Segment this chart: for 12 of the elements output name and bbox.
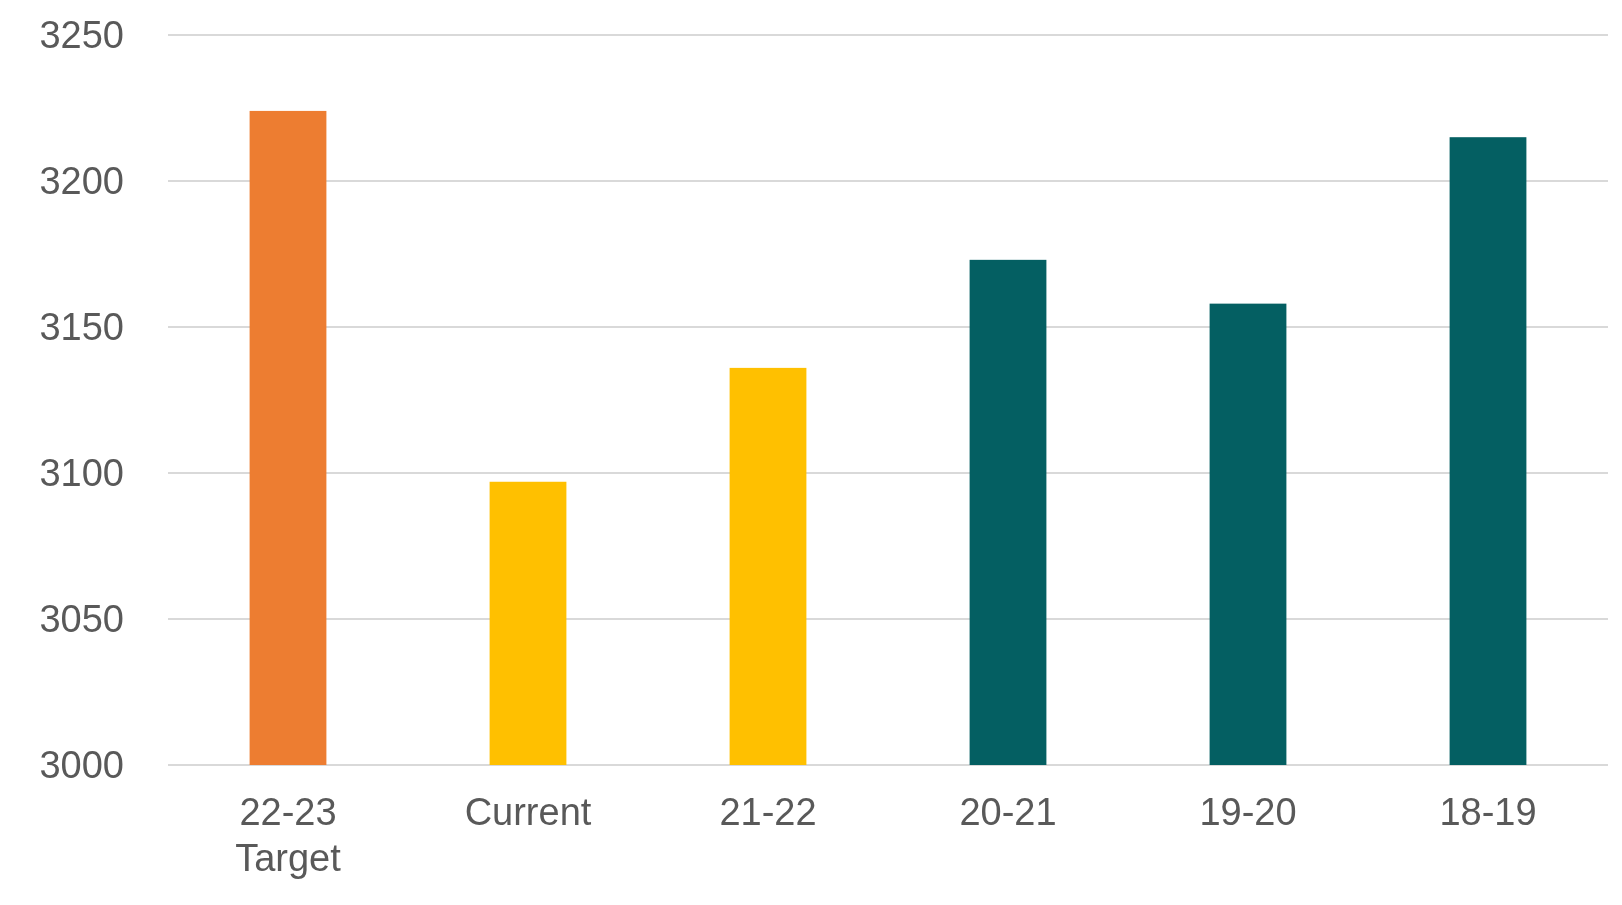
x-tick-label: 21-22 (719, 791, 817, 833)
y-tick-label: 3250 (39, 14, 124, 57)
x-tick-label: 19-20 (1199, 791, 1297, 833)
y-tick-label: 3100 (39, 452, 124, 495)
y-tick-label: 3000 (39, 744, 124, 787)
x-tick-label: 18-19 (1439, 791, 1537, 833)
x-tick-label: 20-21 (959, 791, 1057, 833)
y-tick-label: 3200 (39, 160, 124, 203)
x-tick-label: Current (464, 791, 592, 833)
y-tick-label: 3150 (39, 306, 124, 349)
y-tick-label: 3050 (39, 598, 124, 641)
x-tick-label: 22-23 Target (235, 791, 342, 879)
